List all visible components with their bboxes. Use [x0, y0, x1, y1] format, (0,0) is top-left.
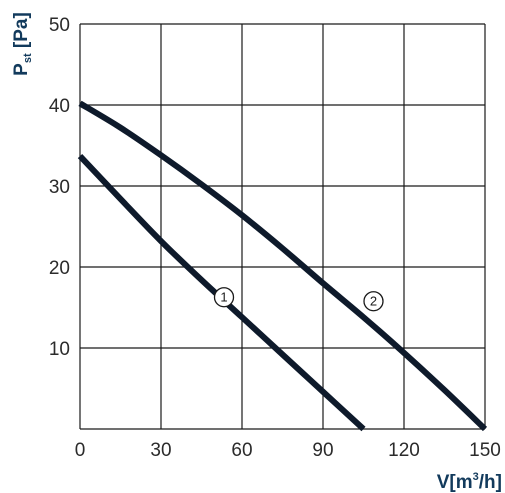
series-marker-label: 2	[370, 294, 377, 309]
y-tick-label: 10	[49, 339, 70, 360]
series-marker-1: 1	[213, 287, 235, 308]
curves	[77, 100, 488, 432]
x-axis-label: V[m3/h]	[437, 471, 502, 493]
y-axis-label: Pst [Pa]	[11, 12, 34, 76]
x-tick-label: 60	[231, 440, 252, 461]
series-marker-label: 1	[220, 290, 227, 305]
series-marker-2: 2	[363, 291, 384, 312]
x-tick-label: 0	[75, 440, 86, 461]
series-marker-circle	[213, 287, 235, 308]
y-tick-label: 20	[49, 258, 70, 279]
x-tick-label: 90	[312, 440, 333, 461]
grid	[79, 23, 486, 430]
y-tick-label: 40	[49, 96, 70, 117]
x-tick-label: 30	[150, 440, 171, 461]
y-tick-label: 50	[49, 15, 70, 36]
series-marker-circle	[363, 291, 384, 312]
x-tick-label: 150	[469, 440, 501, 461]
series-curve-2	[78, 100, 488, 432]
y-tick-label: 30	[49, 177, 70, 198]
tick-labels: 0 30 60 90 120 150 10 20 30 40 50	[49, 15, 501, 461]
x-tick-label: 120	[388, 440, 420, 461]
